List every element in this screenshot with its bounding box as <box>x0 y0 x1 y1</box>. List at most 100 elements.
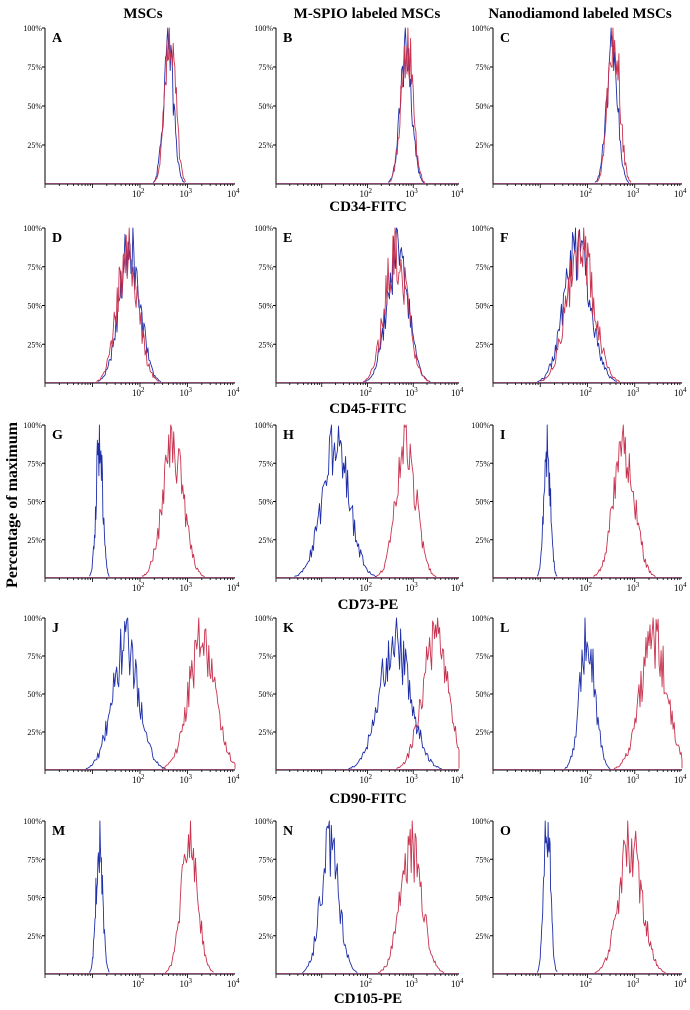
y-tick-label: 100% <box>23 24 42 33</box>
x-tick-label: 103 <box>180 977 193 989</box>
row-labels: CD34-FITC CD45-FITC CD73-PE CD90-FITC CD… <box>329 199 407 1007</box>
y-tick-label: 50% <box>27 102 42 111</box>
y-tick-label: 50% <box>27 302 42 311</box>
histogram-panel-a: 100% 75% 50% 25% 102 103 104 A <box>23 24 240 199</box>
column-header-m-spio: M-SPIO labeled MSCs <box>294 6 441 22</box>
x-tick-label: 102 <box>580 581 593 593</box>
histogram-series-red <box>593 424 656 577</box>
histogram-series-blue <box>89 820 110 973</box>
panel-label: M <box>52 824 65 839</box>
y-tick-label: 25% <box>27 536 42 545</box>
histogram-series-blue <box>364 227 431 383</box>
panel-label: D <box>52 231 62 246</box>
row-label-cd45: CD45-FITC <box>329 401 407 417</box>
y-tick-label: 100% <box>471 224 490 233</box>
histogram-series-red <box>613 617 683 770</box>
y-tick-label: 50% <box>475 894 490 903</box>
histogram-series-red <box>540 227 621 382</box>
x-tick-label: 104 <box>227 977 240 989</box>
panel-label: C <box>500 31 510 46</box>
y-tick-label: 25% <box>258 141 273 150</box>
x-tick-label: 103 <box>405 773 418 785</box>
histogram-panel-l: 100% 75% 50% 25% 102 103 104 L <box>471 614 687 785</box>
y-tick-label: 75% <box>475 652 490 661</box>
y-axis-label: Percentage of maximum <box>4 421 21 588</box>
x-tick-label: 102 <box>580 977 593 989</box>
y-tick-label: 75% <box>27 263 42 272</box>
row-label-cd73: CD73-PE <box>338 597 399 613</box>
x-tick-label: 103 <box>180 581 193 593</box>
y-tick-label: 25% <box>27 141 42 150</box>
y-tick-label: 100% <box>471 614 490 623</box>
y-tick-label: 100% <box>254 421 273 430</box>
y-tick-label: 25% <box>27 728 42 737</box>
y-tick-label: 25% <box>258 728 273 737</box>
x-tick-label: 103 <box>627 977 640 989</box>
y-tick-label: 100% <box>23 614 42 623</box>
x-tick-label: 103 <box>405 386 418 398</box>
y-tick-label: 75% <box>475 459 490 468</box>
y-tick-label: 100% <box>23 224 42 233</box>
x-tick-label: 104 <box>227 187 240 199</box>
histogram-panel-e: 100% 75% 50% 25% 102 103 104 E <box>254 224 464 398</box>
x-tick-label: 102 <box>360 977 373 989</box>
y-tick-label: 25% <box>27 340 42 349</box>
panel-label: O <box>500 824 511 839</box>
x-tick-label: 102 <box>580 187 593 199</box>
y-tick-label: 25% <box>475 141 490 150</box>
panel-label: E <box>283 231 292 246</box>
y-tick-label: 25% <box>27 932 42 941</box>
x-tick-label: 103 <box>405 187 418 199</box>
x-tick-label: 104 <box>674 977 687 989</box>
histogram-series-red <box>596 27 632 183</box>
histogram-series-blue <box>348 617 442 770</box>
y-tick-label: 50% <box>27 498 42 507</box>
y-tick-label: 75% <box>475 855 490 864</box>
histogram-panel-d: 100% 75% 50% 25% 102 103 104 D <box>23 224 240 398</box>
x-tick-label: 104 <box>451 581 464 593</box>
panel-label: I <box>500 428 505 443</box>
y-tick-label: 75% <box>27 652 42 661</box>
y-tick-label: 100% <box>471 817 490 826</box>
y-tick-label: 100% <box>254 224 273 233</box>
row-label-cd105: CD105-PE <box>334 991 402 1007</box>
x-tick-label: 102 <box>132 581 145 593</box>
row-label-cd34: CD34-FITC <box>329 199 407 215</box>
column-headers: MSCs M-SPIO labeled MSCs Nanodiamond lab… <box>123 6 671 22</box>
histogram-panel-j: 100% 75% 50% 25% 102 103 104 J <box>23 614 240 785</box>
column-header-mscs: MSCs <box>123 6 162 22</box>
histogram-series-red <box>164 820 214 974</box>
x-tick-label: 104 <box>451 187 464 199</box>
y-tick-label: 75% <box>258 652 273 661</box>
y-tick-label: 100% <box>254 24 273 33</box>
histogram-panel-i: 100% 75% 50% 25% 102 103 104 I <box>471 421 687 593</box>
histogram-series-red <box>96 227 160 382</box>
histogram-series-red <box>375 424 437 577</box>
histogram-series-red <box>594 820 666 974</box>
histogram-series-red <box>161 617 236 769</box>
panel-label: N <box>283 824 293 839</box>
panel-label: L <box>500 621 509 636</box>
histogram-series-blue <box>85 617 166 770</box>
x-tick-label: 102 <box>580 386 593 398</box>
y-tick-label: 100% <box>254 817 273 826</box>
y-tick-label: 50% <box>258 102 273 111</box>
x-tick-label: 103 <box>627 773 640 785</box>
y-tick-label: 25% <box>258 932 273 941</box>
histogram-series-red <box>396 617 460 770</box>
x-tick-label: 102 <box>132 977 145 989</box>
y-tick-label: 75% <box>258 63 273 72</box>
y-tick-label: 50% <box>258 302 273 311</box>
x-tick-label: 102 <box>580 773 593 785</box>
histogram-series-red <box>363 227 430 382</box>
y-tick-label: 75% <box>475 63 490 72</box>
histogram-series-blue <box>536 424 558 577</box>
y-tick-label: 25% <box>475 536 490 545</box>
histogram-panel-f: 100% 75% 50% 25% 102 103 104 F <box>471 224 687 398</box>
x-tick-label: 103 <box>627 386 640 398</box>
y-tick-label: 100% <box>23 421 42 430</box>
x-tick-label: 104 <box>451 977 464 989</box>
x-tick-label: 104 <box>451 773 464 785</box>
y-tick-label: 100% <box>471 421 490 430</box>
